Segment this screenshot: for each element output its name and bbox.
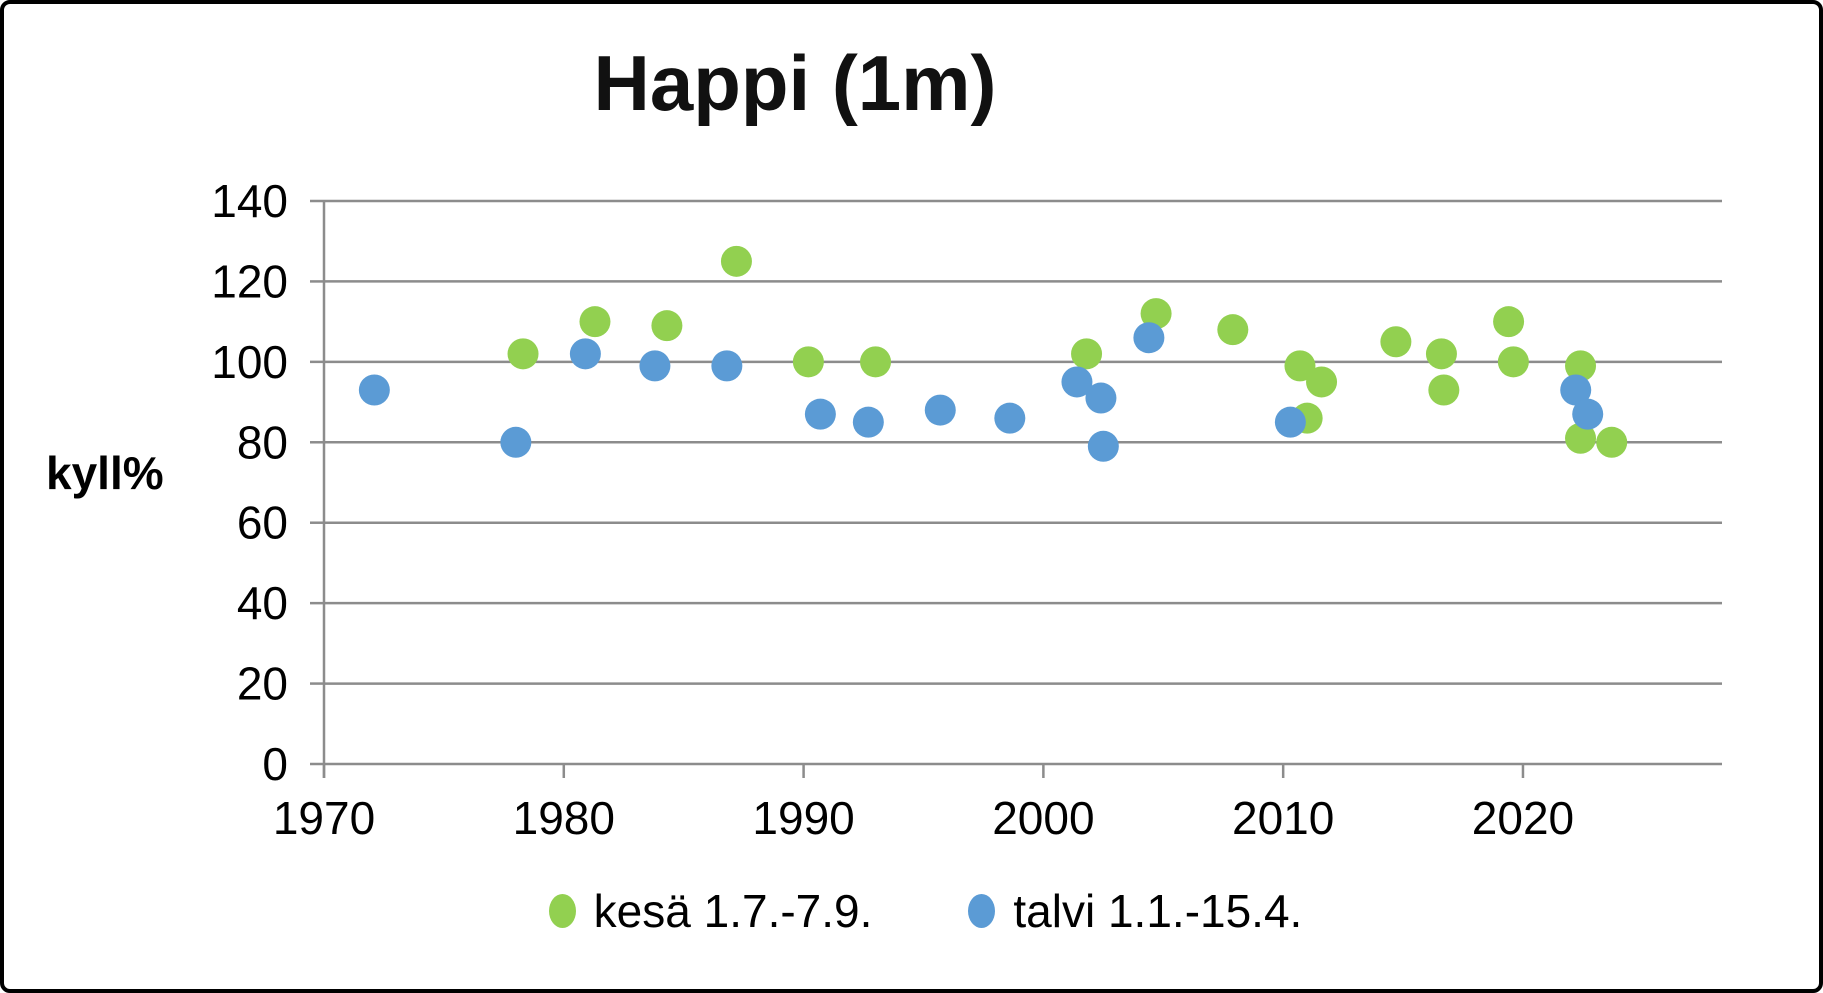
legend: kesä 1.7.-7.9. talvi 1.1.-15.4.	[4, 885, 1819, 937]
data-point-kesa	[1380, 326, 1412, 358]
chart-title: Happi (1m)	[593, 39, 997, 127]
data-point-talvi	[639, 350, 671, 382]
data-point-kesa	[1425, 338, 1457, 370]
y-tick-label: 140	[211, 175, 288, 227]
data-point-kesa	[1217, 314, 1249, 346]
data-point-talvi	[1274, 406, 1306, 438]
legend-item-kesa: kesä 1.7.-7.9.	[548, 885, 873, 937]
y-tick-label: 40	[237, 577, 288, 629]
y-tick-label: 0	[262, 738, 288, 790]
x-tick-label: 1990	[752, 792, 854, 844]
data-point-kesa	[1565, 422, 1597, 454]
data-point-talvi	[1061, 366, 1093, 398]
x-tick-label: 1970	[273, 792, 375, 844]
data-point-kesa	[1493, 306, 1525, 338]
data-point-talvi	[1087, 430, 1119, 462]
data-point-kesa	[1497, 346, 1529, 378]
data-point-talvi	[711, 350, 743, 382]
data-point-kesa	[1071, 338, 1103, 370]
scatter-plot: 0 20 40 60 80 100 120 140 1970 1980 1990 2000 2010 20…	[211, 175, 1722, 844]
data-point-talvi	[1133, 322, 1165, 354]
kesa-legend-label: kesä 1.7.-7.9.	[593, 885, 873, 937]
x-tick-label: 2020	[1472, 792, 1574, 844]
data-point-talvi	[804, 398, 836, 430]
y-axis-title: kyll%	[46, 447, 164, 499]
y-tick-label: 120	[211, 255, 288, 307]
x-tick-label: 2000	[992, 792, 1094, 844]
kesa-legend-marker	[548, 894, 576, 928]
data-point-kesa	[1596, 426, 1628, 458]
data-point-talvi	[1572, 398, 1604, 430]
y-tick-label: 20	[237, 658, 288, 710]
x-tick-label: 1980	[513, 792, 615, 844]
y-tick-label: 80	[237, 416, 288, 468]
data-point-talvi	[1560, 374, 1592, 406]
data-point-kesa	[1284, 350, 1316, 382]
data-point-kesa	[1306, 366, 1338, 398]
data-point-talvi	[852, 406, 884, 438]
data-point-talvi	[994, 402, 1026, 434]
data-point-kesa	[720, 245, 752, 277]
y-tick-label: 60	[237, 497, 288, 549]
data-point-talvi	[924, 394, 956, 426]
data-point-talvi	[1085, 382, 1117, 414]
data-point-kesa	[507, 338, 539, 370]
data-point-kesa	[860, 346, 892, 378]
data-point-kesa	[651, 310, 683, 342]
data-point-kesa	[1428, 374, 1460, 406]
data-point-talvi	[569, 338, 601, 370]
data-point-kesa	[579, 306, 611, 338]
x-tick-label: 2010	[1232, 792, 1334, 844]
data-point-kesa	[1140, 298, 1172, 330]
talvi-legend-marker	[968, 894, 996, 928]
data-point-talvi	[358, 374, 390, 406]
y-tick-label: 100	[211, 336, 288, 388]
data-point-kesa	[1565, 350, 1597, 382]
data-point-kesa	[792, 346, 824, 378]
data-point-talvi	[500, 426, 532, 458]
legend-item-talvi: talvi 1.1.-15.4.	[968, 888, 1302, 934]
talvi-legend-label: talvi 1.1.-15.4.	[1013, 885, 1303, 937]
